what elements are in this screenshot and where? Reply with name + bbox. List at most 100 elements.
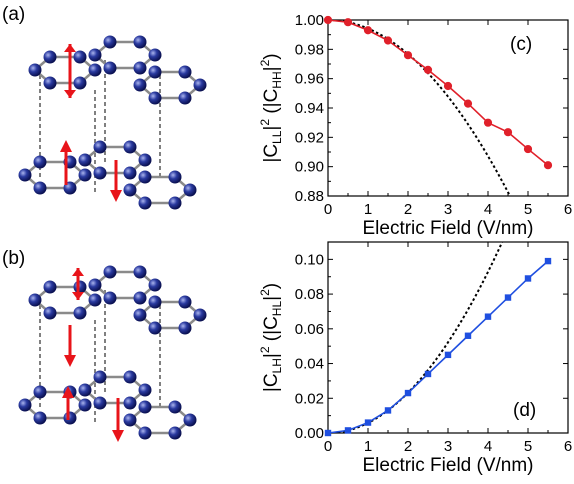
chart-c-x-tick-label: 0 [324, 201, 332, 218]
structure-b-atom [33, 385, 47, 399]
structure-b-atom [133, 291, 147, 305]
chart-c-y-tick-label: 0.96 [295, 71, 324, 88]
structure-a-atom [168, 170, 182, 184]
structure-b-atom [63, 411, 77, 425]
structure-a-atom [133, 78, 147, 92]
chart-d-data-point [344, 427, 352, 434]
structure-b-atom [168, 426, 182, 440]
chart-d-data-point [464, 332, 472, 339]
structure-a-bond-ring [93, 40, 157, 70]
structure-b-atom [93, 396, 107, 410]
structure-b-atom [103, 291, 117, 305]
chart-d-x-tick-label: 5 [524, 438, 532, 455]
chart-c-panel-label: (c) [510, 34, 532, 55]
chart-d-y-tick-label: 0.08 [295, 286, 324, 303]
structure-a-atom [78, 153, 92, 167]
structure-b-atom [123, 396, 137, 410]
structure-a-atom [178, 91, 192, 105]
structure-a-bond-ring [128, 175, 192, 205]
structure-b-bond-ring [23, 390, 87, 420]
structure-a-atom [123, 183, 137, 197]
structure-b-bond-ring [138, 300, 202, 330]
structure-b-atom [43, 280, 57, 294]
structure-b-bond-ring [128, 405, 192, 435]
chart-d-data-point [504, 294, 512, 301]
structure-a-bond-ring [33, 55, 97, 85]
chart-d-y-axis-label: |CLH|2 (|CHL|2) [258, 283, 284, 392]
chart-c-data-point [543, 161, 553, 170]
structure-b-atom [183, 413, 197, 427]
structure-a-atom [103, 61, 117, 75]
chart-d-y-tick-label: 0.00 [295, 425, 324, 442]
structure-a-atom [73, 50, 87, 64]
chart-c-data-point [463, 99, 473, 108]
structure-a-atom [133, 61, 147, 75]
structure-a-atom [138, 196, 152, 210]
chart-d-x-tick-label: 4 [484, 438, 492, 455]
structure-a-atom [93, 166, 107, 180]
chart-d-x-tick-label: 6 [564, 438, 572, 455]
structure-b-atom [88, 278, 102, 292]
structure-b-atom [133, 265, 147, 279]
structure-b-atom [148, 321, 162, 335]
chart-d-data-point [484, 313, 492, 320]
chart-d-panel-label: (d) [513, 400, 536, 421]
structure-b-spin-arrowhead [62, 386, 74, 398]
structure-a-bond-ring [138, 70, 202, 100]
structure-b-atom [33, 411, 47, 425]
panel-label-b: (b) [2, 248, 25, 269]
structure-b-atom [78, 398, 92, 412]
structure-b-atom [193, 308, 207, 322]
chart-d-y-tick-label: 0.10 [295, 251, 324, 268]
structure-b-atom [138, 426, 152, 440]
structure-a-atom [88, 63, 102, 77]
structure-a-atom [33, 155, 47, 169]
structure-b-atom [138, 383, 152, 397]
chart-c-x-tick-label: 3 [444, 201, 452, 218]
structure-b-atom [28, 293, 42, 307]
structure-a-spin-arrowhead [64, 44, 76, 52]
bilayer-structure-b [18, 265, 207, 442]
chart-d-x-tick-label: 3 [444, 438, 452, 455]
chart-d-x-tick-label: 1 [364, 438, 372, 455]
structure-a-atom [123, 166, 137, 180]
structure-b-atom [168, 400, 182, 414]
chart-c-data-point [443, 81, 453, 91]
structure-a-atom [133, 35, 147, 49]
chart-c-data-point [363, 26, 373, 35]
structure-a-atom [28, 63, 42, 77]
chart-d-y-tick-label: 0.02 [295, 390, 324, 407]
chart-c-x-tick-label: 5 [524, 201, 532, 218]
chart-c-x-tick-label: 4 [484, 201, 492, 218]
structure-b-atom [18, 398, 32, 412]
structure-b-atom [148, 278, 162, 292]
structure-b-atom [73, 280, 87, 294]
structure-b-atom [138, 400, 152, 414]
chart-c-y-tick-label: 0.98 [295, 41, 324, 58]
chart-c: 0 1 2 3 4 5 60.880.900.920.940.960.981.00 (c) … [258, 12, 572, 239]
structure-b-atom [88, 293, 102, 307]
structure-a-atom [88, 48, 102, 62]
structure-a-atom [193, 78, 207, 92]
structure-b-atom [123, 413, 137, 427]
structure-a-atom [168, 196, 182, 210]
chart-d-x-tick-label: 0 [324, 438, 332, 455]
structure-a-atom [43, 76, 57, 90]
chart-c-y-tick-label: 0.88 [295, 188, 324, 205]
structure-a-bond-ring [23, 160, 87, 190]
structure-a-atom [103, 35, 117, 49]
chart-d-series-line [328, 260, 549, 433]
chart-c-fit-curve [328, 20, 512, 196]
chart-c-data-point [423, 65, 433, 74]
structure-a-atom [138, 170, 152, 184]
structure-b-atom [73, 306, 87, 320]
chart-c-y-axis-label: |CLL|2 (|CHH|2) [258, 53, 284, 162]
chart-d-data-point [384, 407, 392, 414]
structure-b-bond-ring [93, 270, 157, 300]
chart-c-data-point [523, 144, 533, 154]
chart-d-y-tick-label: 0.06 [295, 321, 324, 338]
structure-a-atom [148, 65, 162, 79]
structure-b-spin-arrowhead [72, 268, 84, 276]
structure-a-atom [93, 140, 107, 154]
